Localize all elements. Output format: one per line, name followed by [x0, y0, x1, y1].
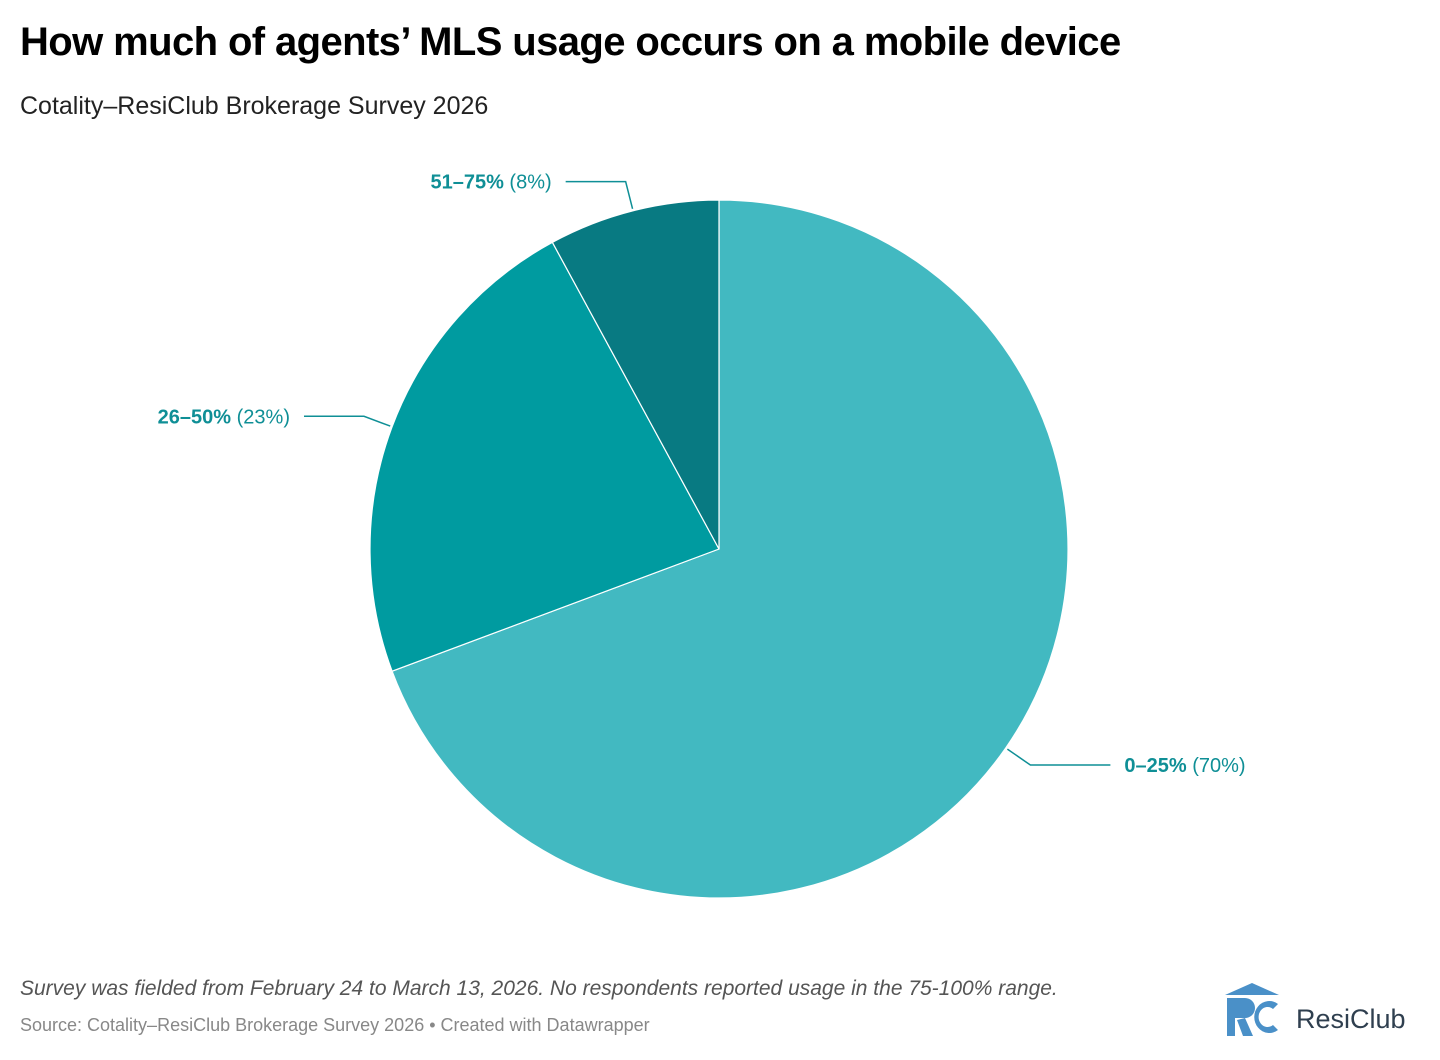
- pie-label-value: (23%): [237, 406, 290, 428]
- pie-leader-line-1: [1006, 748, 1111, 766]
- pie-label-category: 51–75%: [430, 172, 509, 194]
- chart-source: Source: Cotality–ResiClub Brokerage Surv…: [20, 1015, 650, 1035]
- pie-label-1: 0–25% (70%): [1124, 755, 1245, 777]
- resiclub-logo: ResiClub: [1224, 980, 1424, 1040]
- pie-label-value: (70%): [1192, 755, 1245, 777]
- pie-label-category: 26–50%: [158, 406, 237, 428]
- pie-slice-2: [369, 241, 720, 672]
- resiclub-logo-text: ResiClub: [1296, 1004, 1406, 1034]
- chart-title: How much of agents’ MLS usage occurs on …: [20, 20, 1121, 64]
- pie-leader-line-2: [303, 415, 391, 427]
- pie-label-2: 26–50% (23%): [158, 406, 290, 428]
- resiclub-logo-icon: [1225, 983, 1279, 1036]
- chart-note: Survey was fielded from February 24 to M…: [20, 977, 1058, 1000]
- pie-leader-line-3: [565, 180, 634, 209]
- pie-labels: 0–25% (70%) 26–50% (23%) 51–75% (8%): [158, 172, 1246, 777]
- pie-label-value: (8%): [509, 172, 551, 194]
- pie-chart: 0–25% (70%) 26–50% (23%) 51–75% (8%): [158, 172, 1246, 899]
- pie-label-3: 51–75% (8%): [430, 172, 551, 194]
- chart-subtitle: Cotality–ResiClub Brokerage Survey 2026: [20, 92, 489, 120]
- pie-label-category: 0–25%: [1124, 755, 1192, 777]
- pie-slice-3: [551, 199, 720, 550]
- pie-slice-1: [391, 199, 1069, 899]
- pie-slices: [369, 199, 1069, 899]
